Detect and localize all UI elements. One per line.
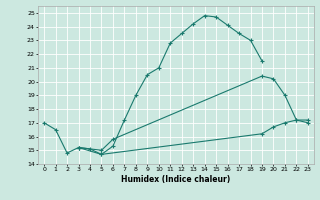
X-axis label: Humidex (Indice chaleur): Humidex (Indice chaleur) — [121, 175, 231, 184]
